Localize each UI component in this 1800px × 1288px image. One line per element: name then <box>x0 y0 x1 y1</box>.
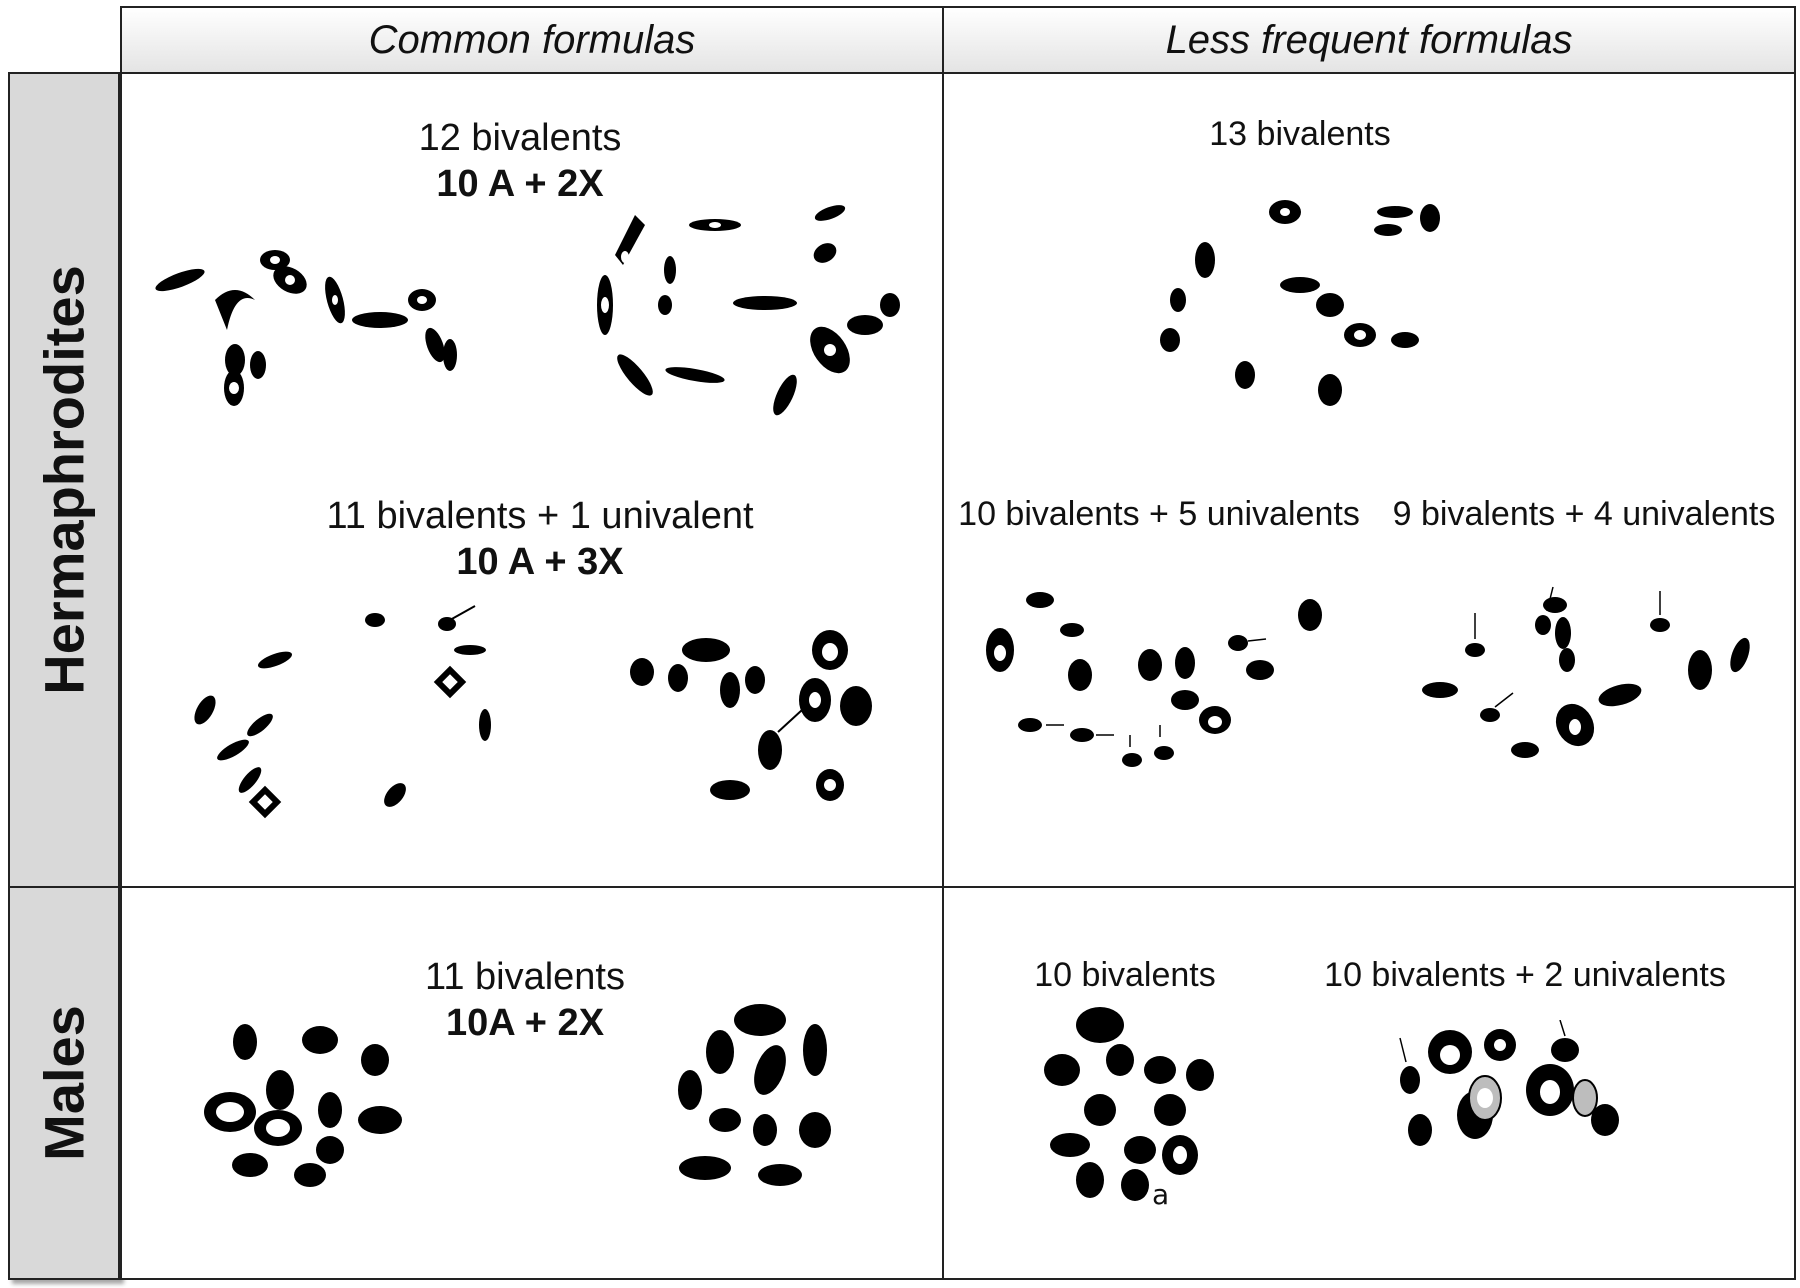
label-11-bivalents-males-formula: 10A + 2X <box>445 1001 605 1044</box>
chromosome-spread-males-11-bivalents-b <box>670 1000 870 1200</box>
label-10-bivalents-5-univalents-count: 10 bivalents + 5 univalents <box>958 495 1360 533</box>
label-11-bivalents-1-univalent-count: 11 bivalents + 1 univalent <box>326 495 754 537</box>
letter-a-label: a <box>1152 1178 1170 1211</box>
panel-hermaphrodites-common <box>120 72 944 888</box>
column-header-common: Common formulas <box>120 6 944 74</box>
panel-males-less-frequent <box>942 886 1796 1280</box>
chromosome-spread-males-10-bivalents-2-univalents <box>1390 1019 1630 1170</box>
chromosome-spread-9-bivalents-4-univalents <box>1415 585 1755 785</box>
column-header-common-label: Common formulas <box>368 17 696 62</box>
label-11-bivalents-males-count: 11 bivalents <box>425 956 625 998</box>
label-10-bivalents-2-univalents: 10 bivalents + 2 univalents <box>1300 955 1750 996</box>
label-13-bivalents-count: 13 bivalents <box>1209 115 1391 153</box>
label-12-bivalents-formula: 10 A + 2X <box>436 162 604 205</box>
label-9-bivalents-4-univalents-count: 9 bivalents + 4 univalents <box>1392 495 1776 533</box>
label-12-bivalents-count: 12 bivalents <box>418 117 622 159</box>
row-header-hermaphrodites: Hermaphrodites <box>8 72 120 888</box>
column-header-less-label: Less frequent formulas <box>1165 17 1573 62</box>
chromosome-spread-11-bivalents-b <box>620 620 890 830</box>
label-10-bivalents-5-univalents: 10 bivalents + 5 univalents <box>944 494 1374 535</box>
row-header-males-label: Males <box>32 1005 96 1161</box>
chromosome-spread-males-10-bivalents: a <box>1040 1000 1220 1211</box>
label-10-bivalents-2-univalents-count: 10 bivalents + 2 univalents <box>1324 956 1726 994</box>
panel-hermaphrodites-less-frequent <box>942 72 1796 888</box>
label-10-bivalents-males-count: 10 bivalents <box>1034 956 1216 994</box>
label-11-bivalents-1-univalent-formula: 10 A + 3X <box>456 540 624 583</box>
chromosome-spread-12-bivalents-a <box>150 220 480 430</box>
label-9-bivalents-4-univalents: 9 bivalents + 4 univalents <box>1374 494 1794 535</box>
chromosome-spread-13-bivalents <box>1150 190 1450 420</box>
label-10-bivalents-males: 10 bivalents <box>1005 955 1245 996</box>
label-11-bivalents-1-univalent: 11 bivalents + 1 univalent 10 A + 3X <box>290 494 790 585</box>
row-header-males: Males <box>8 886 120 1280</box>
column-header-less-frequent: Less frequent formulas <box>942 6 1796 74</box>
label-11-bivalents-males: 11 bivalents 10A + 2X <box>400 955 650 1046</box>
row-header-hermaphrodites-label: Hermaphrodites <box>32 265 96 695</box>
label-13-bivalents: 13 bivalents <box>1170 114 1430 155</box>
chromosome-spread-males-11-bivalents-a <box>200 1020 420 1190</box>
label-12-bivalents: 12 bivalents 10 A + 2X <box>380 116 660 207</box>
chromosome-spread-12-bivalents-b <box>585 195 920 430</box>
panel-males-common <box>120 886 944 1280</box>
chromosome-spread-11-bivalents-a <box>165 590 505 820</box>
chromosome-spread-10-bivalents-5-univalents <box>980 585 1330 785</box>
